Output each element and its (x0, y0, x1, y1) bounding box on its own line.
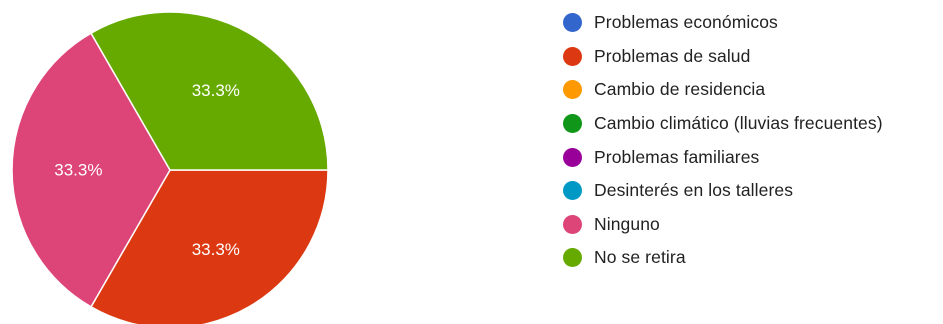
legend-label: No se retira (594, 247, 686, 268)
legend-item-no-se-retira[interactable]: No se retira (563, 241, 883, 275)
chart-legend: Problemas económicos Problemas de salud Ca… (563, 6, 883, 275)
legend-label: Cambio climático (lluvias frecuentes) (594, 113, 883, 134)
pie-slice-no-se-retira (89, 11, 329, 171)
pie-value-labels: 33.3% 33.3% 33.3% (54, 81, 240, 259)
legend-item-ninguno[interactable]: Ninguno (563, 208, 883, 242)
legend-swatch (563, 181, 582, 201)
legend-label: Desinterés en los talleres (594, 180, 794, 201)
legend-item-desinteres-en-los-talleres[interactable]: Desinterés en los talleres (563, 174, 883, 208)
legend-label: Problemas familiares (594, 146, 760, 167)
legend-item-problemas-de-salud[interactable]: Problemas de salud (563, 40, 883, 74)
legend-swatch (563, 248, 582, 268)
legend-item-problemas-familiares[interactable]: Problemas familiares (563, 140, 883, 174)
pie-value-label-ninguno: 33.3% (54, 161, 102, 180)
legend-label: Cambio de residencia (594, 79, 766, 100)
legend-item-cambio-climatico-lluvias-frecuentes[interactable]: Cambio climático (lluvias frecuentes) (563, 107, 883, 141)
legend-swatch (563, 80, 582, 100)
pie-slice-problemas-de-salud (89, 169, 329, 324)
pie-chart: 33.3% 33.3% 33.3% (11, 11, 329, 324)
legend-item-cambio-de-residencia[interactable]: Cambio de residencia (563, 73, 883, 107)
pie-value-label-problemas-de-salud: 33.3% (192, 240, 240, 259)
pie-slices (11, 11, 329, 324)
legend-swatch (563, 147, 582, 167)
legend-label: Ninguno (594, 213, 660, 234)
legend-swatch (563, 214, 582, 234)
legend-label: Problemas de salud (594, 45, 751, 66)
legend-swatch (563, 13, 582, 33)
legend-swatch (563, 46, 582, 66)
legend-swatch (563, 114, 582, 134)
legend-item-problemas-economicos[interactable]: Problemas económicos (563, 6, 883, 40)
legend-label: Problemas económicos (594, 12, 778, 33)
pie-value-label-no-se-retira: 33.3% (192, 81, 240, 100)
